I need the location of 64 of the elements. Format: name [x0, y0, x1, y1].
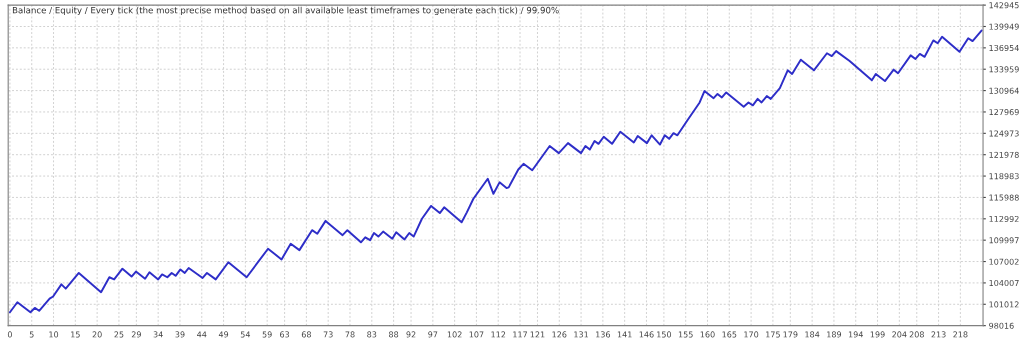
x-tick-label: 170 — [744, 331, 759, 338]
x-tick-label: 146 — [639, 331, 654, 338]
x-tick-label: 179 — [783, 331, 798, 338]
x-tick-label: 194 — [848, 331, 863, 338]
x-tick-label: 88 — [389, 331, 399, 338]
x-tick-label: 160 — [700, 331, 715, 338]
x-tick-label: 73 — [323, 331, 333, 338]
x-tick-label: 97 — [428, 331, 438, 338]
x-tick-label: 213 — [931, 331, 946, 338]
x-tick-label: 189 — [827, 331, 842, 338]
x-tick-label: 102 — [447, 331, 462, 338]
y-tick-label: 98016 — [989, 322, 1014, 329]
y-tick-label: 112992 — [989, 215, 1019, 222]
x-tick-label: 78 — [345, 331, 355, 338]
x-tick-label: 20 — [92, 331, 102, 338]
x-tick-label: 34 — [153, 331, 163, 338]
x-tick-label: 59 — [262, 331, 272, 338]
y-tick-label: 124973 — [989, 130, 1019, 137]
x-tick-label: 155 — [678, 331, 693, 338]
x-tick-label: 218 — [953, 331, 968, 338]
x-tick-label: 184 — [805, 331, 820, 338]
y-tick-label: 115988 — [989, 194, 1019, 201]
y-tick-label: 101012 — [989, 301, 1019, 308]
x-tick-label: 131 — [574, 331, 589, 338]
y-tick-label: 130964 — [989, 87, 1019, 94]
y-tick-label: 127969 — [989, 109, 1019, 116]
x-tick-label: 117 — [513, 331, 528, 338]
x-tick-label: 141 — [617, 331, 632, 338]
x-tick-label: 208 — [909, 331, 924, 338]
x-tick-label: 44 — [197, 331, 207, 338]
chart-title: Balance / Equity / Every tick (the most precise method based on all available least timeframes to generate each tick) / 99.90% — [12, 6, 559, 16]
x-tick-label: 121 — [530, 331, 545, 338]
x-tick-label: 126 — [552, 331, 567, 338]
y-tick-label: 133959 — [989, 66, 1019, 73]
x-tick-label: 63 — [280, 331, 290, 338]
x-tick-label: 25 — [114, 331, 124, 338]
x-tick-label: 165 — [722, 331, 737, 338]
y-tick-label: 104007 — [989, 279, 1019, 287]
y-tick-label: 118983 — [989, 173, 1019, 180]
x-tick-label: 150 — [657, 331, 672, 338]
y-tick-label: 107002 — [989, 258, 1019, 265]
y-tick-label: 142945 — [989, 2, 1019, 9]
x-tick-label: 112 — [491, 331, 506, 338]
y-tick-label: 109997 — [989, 237, 1019, 244]
x-tick-label: 10 — [49, 331, 59, 338]
x-tick-label: 204 — [892, 331, 907, 338]
x-tick-label: 0 — [7, 331, 12, 338]
x-tick-label: 136 — [596, 331, 611, 338]
x-tick-label: 199 — [870, 331, 885, 338]
x-tick-label: 175 — [766, 331, 780, 338]
line-series — [8, 29, 983, 314]
x-tick-label: 5 — [29, 331, 34, 338]
x-tick-label: 39 — [175, 331, 185, 338]
x-tick-label: 68 — [301, 331, 311, 338]
y-tick-label: 139949 — [989, 23, 1019, 30]
x-tick-label: 92 — [406, 331, 416, 338]
x-tick-label: 54 — [240, 331, 251, 338]
y-tick-label: 121978 — [989, 151, 1019, 158]
x-tick-label: 107 — [469, 331, 484, 338]
x-tick-label: 83 — [367, 331, 377, 338]
x-tick-label: 49 — [218, 331, 229, 338]
y-tick-label: 136954 — [989, 44, 1019, 52]
x-tick-label: 15 — [71, 331, 80, 338]
x-tick-label: 29 — [131, 331, 141, 338]
